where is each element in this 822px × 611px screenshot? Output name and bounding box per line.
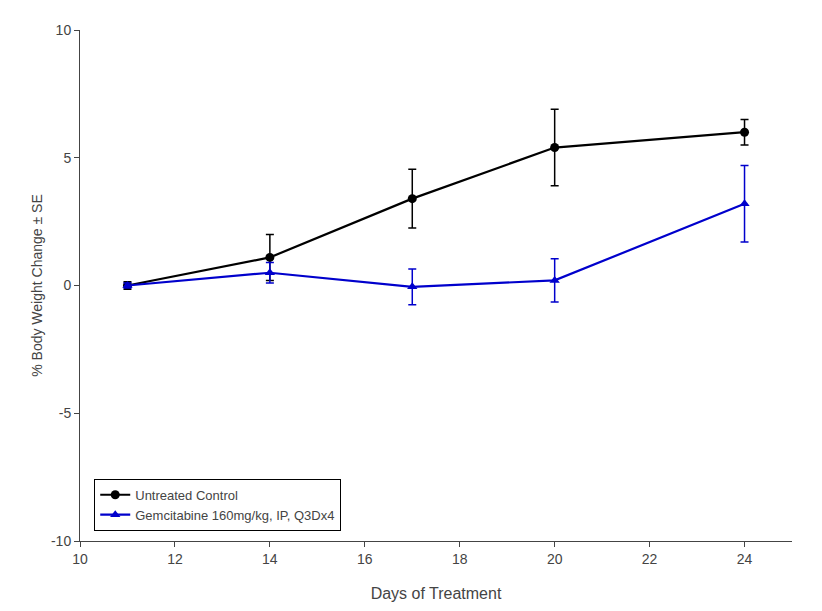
svg-text:-5: -5	[59, 405, 72, 421]
svg-text:Days of Treatment: Days of Treatment	[371, 585, 502, 602]
svg-text:12: 12	[167, 551, 183, 567]
svg-text:0: 0	[63, 277, 71, 293]
svg-text:% Body Weight Change ± SE: % Body Weight Change ± SE	[29, 194, 45, 377]
svg-text:22: 22	[642, 551, 658, 567]
svg-text:16: 16	[357, 551, 373, 567]
svg-text:10: 10	[56, 22, 72, 38]
svg-text:18: 18	[452, 551, 468, 567]
svg-text:Untreated Control: Untreated Control	[135, 488, 238, 503]
svg-text:24: 24	[737, 551, 753, 567]
svg-text:20: 20	[547, 551, 563, 567]
svg-text:10: 10	[72, 551, 88, 567]
svg-text:14: 14	[262, 551, 278, 567]
svg-text:5: 5	[63, 150, 71, 166]
svg-text:-10: -10	[51, 533, 71, 549]
svg-text:Gemcitabine 160mg/kg, IP, Q3Dx: Gemcitabine 160mg/kg, IP, Q3Dx4	[135, 508, 334, 523]
